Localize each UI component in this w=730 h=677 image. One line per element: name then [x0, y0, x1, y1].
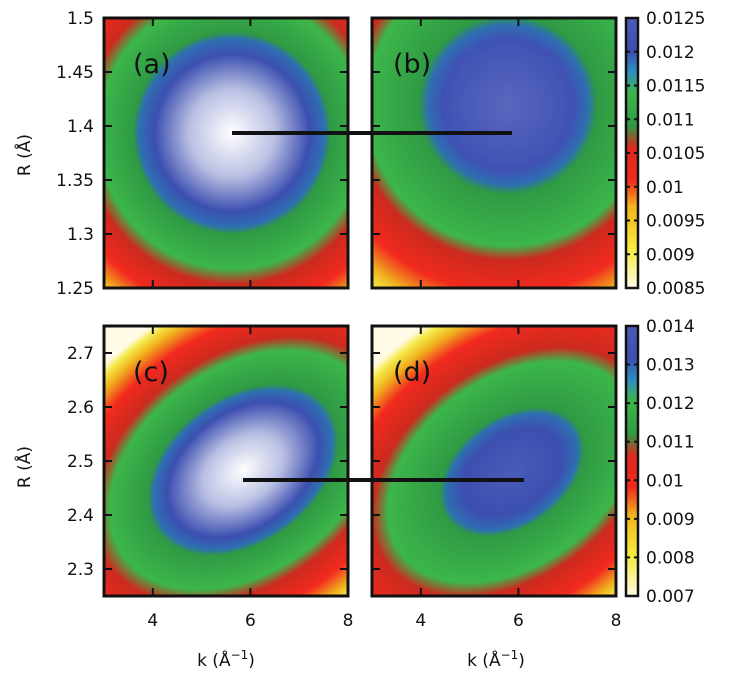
- colorbar-label: 0.01: [646, 471, 684, 491]
- xlabel-left-main: k (Å: [197, 649, 231, 671]
- xtick-label: 6: [245, 611, 256, 631]
- xtick-label: 6: [513, 611, 524, 631]
- colorbar-label: 0.0115: [646, 77, 705, 97]
- colorbar-label: 0.0125: [646, 9, 705, 29]
- xlabel-right-end: ): [518, 651, 525, 671]
- colorbar-label: 0.011: [646, 433, 695, 453]
- colorbar-bottom-fill: [626, 326, 638, 596]
- heatmap-b: [372, 18, 616, 288]
- frame-b: [370, 16, 618, 290]
- ytick-label: 1.35: [56, 171, 94, 191]
- colorbar-label: 0.01: [646, 178, 684, 198]
- panel-label-d: (d): [393, 357, 431, 388]
- ytick-label: 1.25: [56, 279, 94, 299]
- panel-label-c: (c): [133, 357, 169, 388]
- colorbar-label: 0.009: [646, 245, 695, 265]
- colorbar-label: 0.0105: [646, 144, 705, 164]
- xtick-label: 8: [343, 611, 354, 631]
- xlabel-left: k (Å−1): [197, 648, 255, 671]
- colorbar-bottom: [624, 324, 640, 598]
- panel-d: (d): [370, 324, 618, 598]
- xlabel-left-sup: −1: [231, 648, 249, 662]
- tick-layer: 1.25 1.3 1.35 1.4 1.45 1.5 2.3 2.4 2.5 2.6 2.7 4 6 8 4…: [56, 9, 705, 631]
- heatmap-c: [104, 326, 348, 596]
- ytick-label: 1.4: [67, 117, 94, 137]
- xtick-label: 4: [415, 611, 426, 631]
- xlabel-right-main: k (Å: [467, 649, 501, 671]
- ytick-label: 2.5: [67, 452, 94, 472]
- frame-a: [102, 16, 350, 290]
- ylabel-top: R (Å): [13, 134, 35, 176]
- ytick-label: 2.4: [67, 506, 94, 526]
- panel-label-a: (a): [133, 49, 171, 80]
- panel-label-b: (b): [393, 49, 431, 80]
- colorbar-label: 0.008: [646, 548, 695, 568]
- heatmap-a: [104, 18, 348, 288]
- xlabel-right-sup: −1: [501, 648, 519, 662]
- colorbar-label: 0.009: [646, 510, 695, 530]
- ytick-label: 1.5: [67, 9, 94, 29]
- xlabel-right: k (Å−1): [467, 648, 525, 671]
- panel-c: (c): [102, 324, 350, 598]
- panel-a: (a): [102, 16, 350, 290]
- ytick-label: 2.3: [67, 560, 94, 580]
- ytick-label: 2.7: [67, 344, 94, 364]
- colorbar-label: 0.007: [646, 587, 695, 607]
- xtick-label: 8: [611, 611, 622, 631]
- colorbar-bottom-frame: [624, 324, 640, 598]
- panel-b: (b): [370, 16, 618, 290]
- colorbar-label: 0.014: [646, 317, 695, 337]
- ytick-label: 2.6: [67, 398, 94, 418]
- ytick-label: 1.45: [56, 63, 94, 83]
- colorbar-label: 0.011: [646, 110, 695, 130]
- ylabel-bottom: R (Å): [13, 446, 35, 488]
- colorbar-label: 0.012: [646, 43, 695, 63]
- colorbar-label: 0.0085: [646, 279, 705, 299]
- colorbar-label: 0.0095: [646, 212, 705, 232]
- xtick-label: 4: [147, 611, 158, 631]
- colorbar-label: 0.012: [646, 394, 695, 414]
- ytick-label: 1.3: [67, 225, 94, 245]
- colorbar-label: 0.013: [646, 356, 695, 376]
- heatmap-d: [372, 326, 616, 596]
- xlabel-left-end: ): [248, 651, 255, 671]
